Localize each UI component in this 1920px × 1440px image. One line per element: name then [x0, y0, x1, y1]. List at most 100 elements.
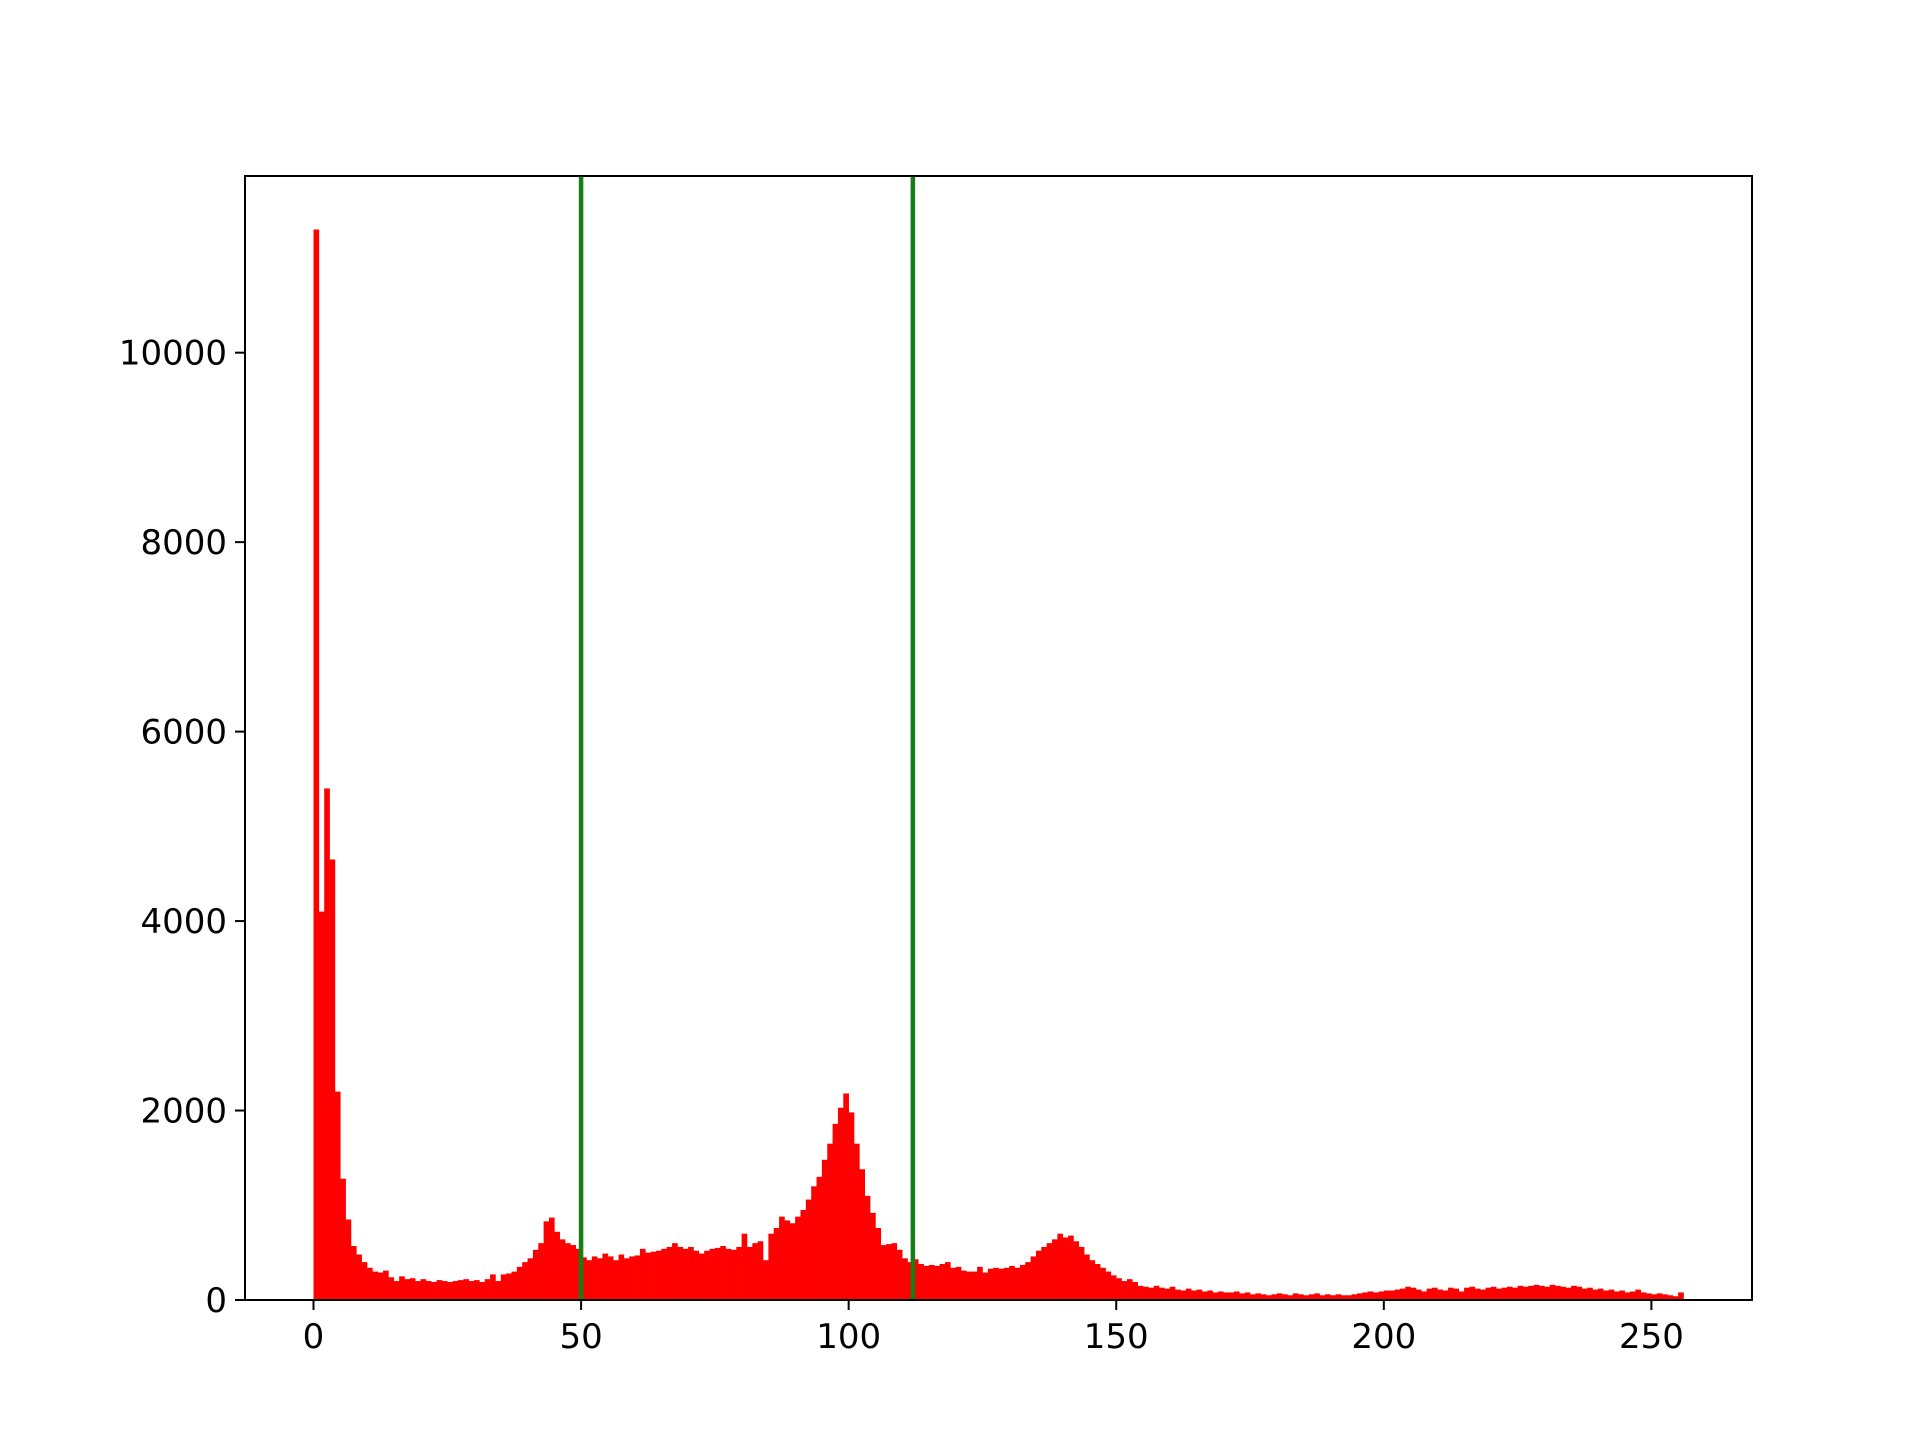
bar: [618, 1254, 625, 1300]
bar: [1314, 1293, 1320, 1300]
bar: [538, 1243, 544, 1300]
bar: [1292, 1293, 1299, 1300]
bar: [431, 1282, 437, 1300]
bar: [452, 1281, 459, 1300]
bar: [1014, 1267, 1021, 1300]
bar: [1255, 1293, 1262, 1300]
bar: [1223, 1292, 1229, 1300]
bar: [1474, 1288, 1481, 1300]
bar: [854, 1143, 860, 1300]
bar: [1453, 1288, 1460, 1300]
bar: [415, 1281, 421, 1300]
bar: [345, 1219, 352, 1300]
bar: [875, 1228, 882, 1300]
y-tick-label: 2000: [140, 1092, 227, 1132]
bar: [928, 1264, 935, 1300]
bar: [1287, 1295, 1294, 1300]
x-tick-label: 150: [1084, 1317, 1149, 1357]
bar: [495, 1281, 502, 1300]
bar: [554, 1231, 560, 1300]
bar: [1394, 1289, 1401, 1300]
bar: [1073, 1241, 1080, 1300]
y-tick-label: 6000: [140, 713, 227, 753]
bar: [1319, 1295, 1326, 1300]
bar: [677, 1246, 684, 1300]
bar: [1180, 1290, 1187, 1300]
bar: [383, 1270, 389, 1300]
bar: [1571, 1285, 1577, 1300]
bar: [805, 1199, 812, 1300]
bar: [1528, 1285, 1534, 1300]
bar: [1164, 1288, 1171, 1300]
bar: [1383, 1290, 1390, 1300]
bar: [1191, 1290, 1197, 1300]
bar: [1458, 1291, 1465, 1300]
bar: [372, 1271, 379, 1300]
bar: [730, 1249, 737, 1300]
bar: [1298, 1294, 1304, 1300]
x-tick-label: 250: [1619, 1317, 1684, 1357]
bar: [334, 1091, 341, 1300]
bar: [1656, 1293, 1663, 1300]
y-tick-label: 10000: [119, 334, 227, 374]
bar: [324, 788, 330, 1300]
bar: [1576, 1286, 1583, 1300]
bar: [1480, 1289, 1486, 1300]
bar: [714, 1247, 721, 1300]
bar: [490, 1274, 496, 1300]
y-tick-label: 4000: [140, 902, 227, 942]
bar: [581, 1257, 587, 1300]
bar: [1517, 1285, 1524, 1300]
bar: [1003, 1267, 1010, 1300]
bar: [1159, 1287, 1165, 1300]
bar: [1308, 1294, 1315, 1300]
bar: [870, 1212, 876, 1300]
bar: [1431, 1287, 1438, 1300]
bar: [570, 1245, 577, 1300]
bar: [629, 1256, 635, 1300]
bar: [377, 1272, 384, 1300]
bar: [682, 1248, 689, 1300]
bar: [409, 1278, 416, 1300]
bar: [500, 1274, 507, 1300]
bar: [479, 1282, 486, 1300]
bar: [1421, 1291, 1427, 1300]
bar: [811, 1186, 817, 1300]
bar: [329, 859, 336, 1300]
x-tick-label: 50: [559, 1317, 602, 1357]
bar: [436, 1280, 443, 1300]
bar: [800, 1210, 807, 1300]
bar: [1041, 1246, 1047, 1300]
bar: [1142, 1286, 1149, 1300]
bar: [1619, 1290, 1625, 1300]
bar: [859, 1169, 866, 1300]
bar: [757, 1241, 764, 1300]
bar: [704, 1250, 710, 1300]
bar: [843, 1093, 849, 1300]
bar: [1094, 1264, 1101, 1300]
bar: [399, 1276, 405, 1300]
bar: [982, 1272, 989, 1300]
bar: [1351, 1294, 1358, 1300]
bar: [763, 1260, 769, 1300]
bar: [575, 1248, 582, 1300]
bar: [907, 1262, 914, 1300]
bar: [789, 1223, 796, 1300]
x-tick-label: 0: [303, 1317, 325, 1357]
bar: [752, 1243, 758, 1300]
bar: [939, 1264, 946, 1300]
bar: [1629, 1291, 1636, 1300]
bar: [1464, 1287, 1470, 1300]
bar: [795, 1216, 801, 1300]
bar: [966, 1271, 973, 1300]
bar: [1201, 1291, 1208, 1300]
bar: [688, 1246, 694, 1300]
bar: [474, 1280, 480, 1300]
x-tick-label: 100: [816, 1317, 881, 1357]
bar: [666, 1246, 673, 1300]
bar: [591, 1256, 598, 1300]
bar: [987, 1268, 994, 1300]
bar: [1667, 1295, 1674, 1300]
